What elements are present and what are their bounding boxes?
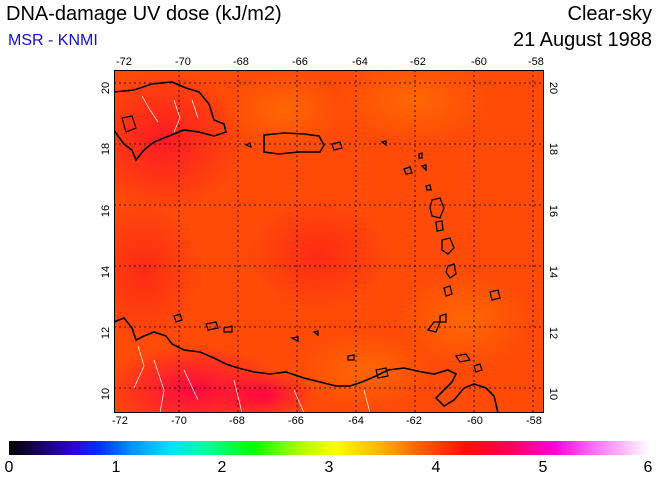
lat-tick-left: 16 <box>100 204 113 218</box>
lat-tick-right: 10 <box>547 387 560 401</box>
lat-tick-right: 12 <box>547 326 560 340</box>
map-title: DNA-damage UV dose (kJ/m2) <box>6 3 282 25</box>
lon-tick-top: -72 <box>116 56 132 68</box>
lon-tick-bottom: -72 <box>112 415 128 427</box>
lat-tick-left: 12 <box>100 326 113 340</box>
dose-high-zone <box>114 200 199 340</box>
dose-low-zone <box>224 70 344 150</box>
coastline-puerto-rico <box>263 132 325 155</box>
lat-tick-left: 20 <box>100 81 113 95</box>
lon-tick-top: -62 <box>410 56 426 68</box>
coastline-island <box>244 141 343 151</box>
date-label: 21 August 1988 <box>512 29 652 51</box>
lon-tick-top: -64 <box>352 56 368 68</box>
lon-tick-bottom: -60 <box>467 415 483 427</box>
uv-dose-map <box>114 70 544 413</box>
lat-tick-right: 14 <box>547 265 560 279</box>
colorbar-tick: 1 <box>111 459 121 476</box>
data-source-label: MSR - KNMI <box>8 32 98 49</box>
coastline-south-america <box>114 317 499 413</box>
colorbar-tick: 6 <box>643 459 653 476</box>
colorbar-tick: 2 <box>217 459 227 476</box>
graticule <box>114 70 544 413</box>
colorbar-tick: 0 <box>4 459 14 476</box>
lon-tick-bottom: -68 <box>229 415 245 427</box>
coastline-lesser-antilles <box>380 140 501 333</box>
lat-tick-right: 16 <box>547 204 560 218</box>
dose-peak-zone <box>214 370 314 413</box>
coastline-islands <box>173 313 471 363</box>
lon-tick-top: -70 <box>175 56 191 68</box>
sky-condition-label: Clear-sky <box>567 3 652 25</box>
coastline-trinidad <box>375 363 483 379</box>
lon-tick-top: -60 <box>471 56 487 68</box>
lat-tick-left: 10 <box>100 387 113 401</box>
colorbar-tick: 4 <box>431 459 441 476</box>
dose-colorbar <box>9 441 650 455</box>
lat-tick-right: 18 <box>547 142 560 156</box>
lon-tick-bottom: -62 <box>406 415 422 427</box>
lon-tick-top: -68 <box>233 56 249 68</box>
lat-tick-right: 20 <box>547 81 560 95</box>
lat-tick-left: 14 <box>100 265 113 279</box>
lon-tick-top: -66 <box>292 56 308 68</box>
colorbar-tick: 3 <box>324 459 334 476</box>
dose-low-zone <box>334 70 494 145</box>
lon-tick-bottom: -66 <box>288 415 304 427</box>
lat-tick-left: 18 <box>100 142 113 156</box>
coastline-island <box>121 115 137 133</box>
colorbar-tick: 5 <box>538 459 548 476</box>
dose-high-zone <box>249 200 389 310</box>
border-lines <box>141 95 199 133</box>
coastline-hispaniola <box>114 81 227 162</box>
dose-low-zone <box>294 330 434 410</box>
lon-tick-top: -58 <box>528 56 544 68</box>
lon-tick-bottom: -58 <box>526 415 542 427</box>
lon-tick-bottom: -64 <box>348 415 364 427</box>
border-lines <box>133 345 371 413</box>
lon-tick-bottom: -70 <box>171 415 187 427</box>
